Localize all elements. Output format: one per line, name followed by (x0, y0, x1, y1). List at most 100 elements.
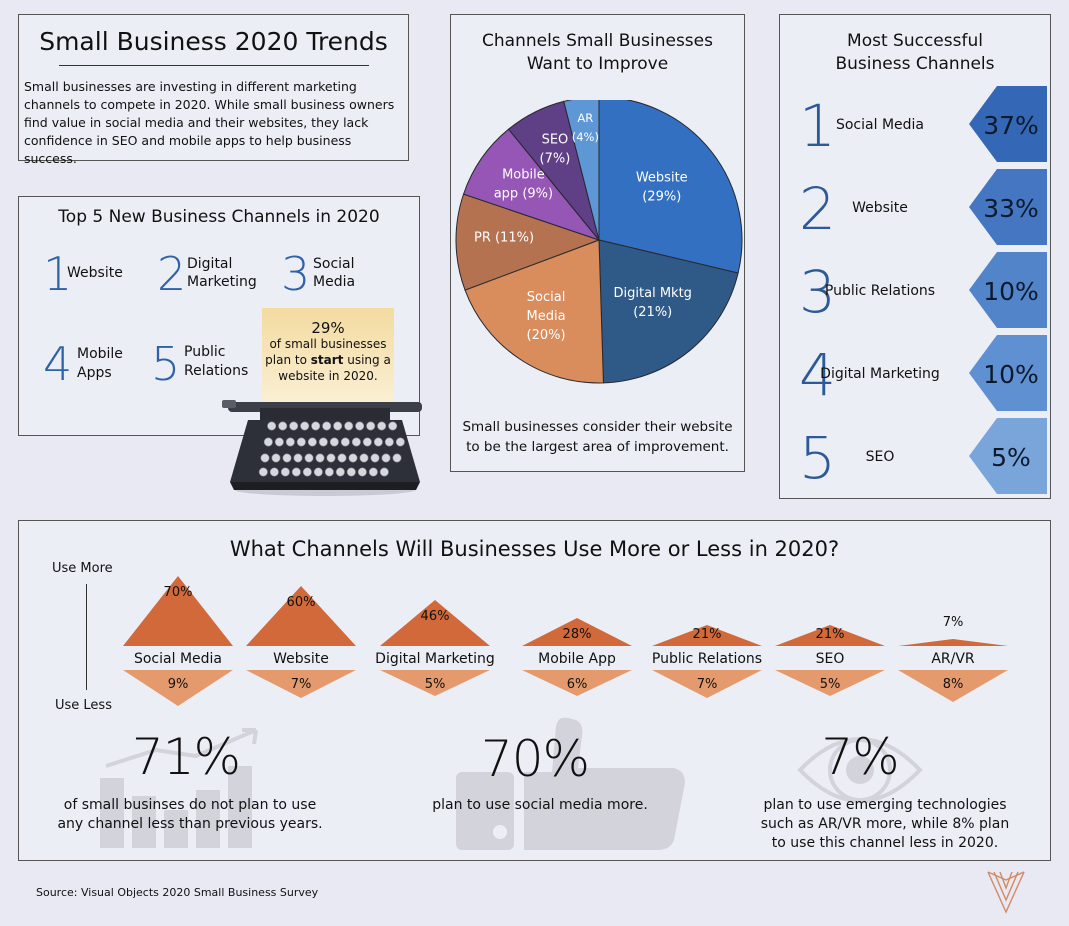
top5-label: Public Relations (184, 344, 249, 379)
stat-value: 71% (131, 728, 241, 786)
rank-number: 4 (799, 341, 836, 409)
stat-line: to use this channel less in 2020. (771, 835, 999, 851)
channel-bar (969, 86, 1047, 162)
typewriter-icon (222, 400, 422, 496)
channel-label: Social Media (836, 117, 924, 133)
top5-num: 5 (151, 337, 181, 391)
stat-line: such as AR/VR more, while 8% plan (760, 816, 1010, 832)
usage-title: What Channels Will Businesses Use More o… (229, 537, 840, 561)
rank-number: 3 (799, 258, 836, 326)
paper-note-text: plan to (265, 353, 311, 367)
top5-label: Digital Marketing (187, 256, 257, 290)
usage-category-label: Website (273, 651, 329, 667)
pie-title: Channels Small Businesses Want to Improv… (451, 30, 744, 76)
typewriter-paper (262, 308, 394, 410)
channel-value: 33% (983, 194, 1039, 223)
use-less-triangle (898, 670, 1008, 702)
use-more-value: 7% (943, 615, 964, 630)
top5-label: Social Media (313, 256, 356, 290)
usage-chart: 70% 9% Social Media 60% 7% Website 46% 5% Digita… (123, 576, 1008, 706)
pie-slice-label: PR (11%) (474, 230, 534, 245)
pie-caption: Small businesses consider their website … (451, 417, 744, 457)
top5-item-2: 2 (157, 247, 186, 301)
pie-slice (462, 128, 601, 242)
channel-bar (969, 252, 1047, 328)
usage-category-label: Public Relations (652, 651, 762, 667)
pie-slice (455, 193, 601, 291)
use-less-triangle (246, 670, 356, 698)
top5-item-3: 3 (281, 247, 310, 301)
visual-objects-logo-icon (987, 871, 1025, 914)
stat-line: plan to use emerging technologies (763, 797, 1007, 813)
top5-label: Mobile Apps (77, 346, 123, 381)
use-less-triangle (522, 670, 632, 696)
use-less-value: 5% (425, 677, 446, 692)
use-less-triangle (123, 670, 233, 706)
use-less-value: 8% (943, 677, 964, 692)
top5-item-4: 4 (43, 337, 72, 391)
paper-note-pct: 29% (311, 319, 345, 337)
usage-category-label: Mobile App (538, 651, 616, 667)
paper-note: 29% of small businesses plan to start us… (262, 320, 394, 384)
use-more-value: 28% (563, 627, 592, 642)
use-more-value: 21% (816, 627, 845, 642)
pie-slice (464, 239, 604, 384)
top5-num: 3 (281, 247, 311, 301)
pie-slice-label: Social Media (20%) (527, 290, 566, 343)
use-more-triangle (522, 618, 632, 646)
usage-category-label: Social Media (134, 651, 222, 667)
successful-title-line2: Business Channels (835, 54, 995, 74)
stat-text: plan to use emerging technologies such a… (750, 796, 1020, 853)
paper-note-text: using a (343, 353, 391, 367)
top5-label: Website (67, 265, 123, 281)
axis-line (86, 584, 87, 690)
use-more-value: 70% (164, 585, 193, 600)
channel-value: 37% (983, 111, 1039, 140)
top5-item-5: 5 (151, 337, 180, 391)
top5-num: 1 (43, 247, 73, 301)
channel-value: 5% (991, 443, 1031, 472)
use-more-value: 21% (693, 627, 722, 642)
use-more-triangle (775, 625, 885, 646)
use-less-value: 9% (168, 677, 189, 692)
usage-category-label: AR/VR (931, 651, 975, 667)
use-less-triangle (652, 670, 762, 698)
use-more-triangle (652, 625, 762, 646)
intro-text: Small businesses are investing in differ… (24, 79, 395, 166)
stat-value: 70% (480, 730, 590, 788)
top5-num: 4 (43, 337, 73, 391)
use-more-triangle (246, 586, 356, 646)
paper-note-emphasis: start (310, 353, 344, 367)
axis-use-more: Use More (52, 561, 113, 576)
axis-use-less: Use Less (55, 698, 112, 713)
stat-value: 7% (821, 728, 899, 786)
stat-line: plan to use social media more. (432, 797, 648, 813)
rank-number: 5 (799, 424, 836, 492)
channel-bar (969, 335, 1047, 411)
top5-item-1: 1 (43, 247, 72, 301)
pie-slice-label: SEO (7%) (540, 132, 571, 166)
channel-label: Public Relations (825, 283, 935, 299)
usage-category-label: SEO (816, 651, 845, 667)
title-underline (59, 65, 369, 66)
pie-caption-line1: Small businesses consider their website (462, 419, 733, 435)
paper-note-line2: plan to start using a (262, 352, 394, 368)
use-more-triangle (380, 600, 490, 646)
rank-number: 2 (799, 175, 836, 243)
channel-label: Website (852, 200, 908, 216)
rank-number: 1 (799, 92, 836, 160)
pie-title-line2: Want to Improve (526, 54, 669, 74)
pie-caption-line2: to be the largest area of improvement. (466, 439, 729, 455)
use-more-value: 60% (287, 595, 316, 610)
channel-label: SEO (866, 449, 895, 465)
channel-bar (969, 418, 1047, 494)
page-title: Small Business 2020 Trends (39, 27, 388, 56)
successful-title-line1: Most Successful (847, 31, 983, 51)
use-less-value: 5% (820, 677, 841, 692)
bar-chart-growth-icon (100, 728, 258, 848)
paper-note-line1: of small businesses (269, 337, 387, 351)
pie-slice-label: Website (29%) (636, 170, 688, 204)
usage-category-label: Digital Marketing (375, 651, 495, 667)
use-more-triangle (123, 576, 233, 646)
channel-label: Digital Marketing (820, 366, 940, 382)
